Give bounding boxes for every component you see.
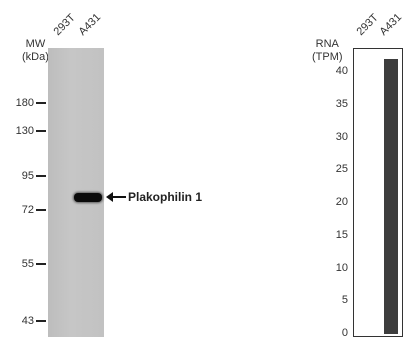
y-tick-label: 0 xyxy=(341,327,348,339)
kda-unit-label: (kDa) xyxy=(22,51,49,63)
marker-130: 130 xyxy=(0,124,46,138)
marker-tick xyxy=(36,263,46,265)
marker-tick xyxy=(36,102,46,104)
rna-bar-a431 xyxy=(384,58,398,334)
arrow-left-icon xyxy=(106,192,126,202)
y-tick-label: 40 xyxy=(335,65,348,77)
y-tick-label: 20 xyxy=(335,196,348,208)
marker-tick xyxy=(36,175,46,177)
marker-tick xyxy=(36,320,46,322)
protein-label: Plakophilin 1 xyxy=(128,190,203,204)
lane-label-a431: A431 xyxy=(76,11,104,38)
rna-category-label-293t: 293T xyxy=(354,11,381,38)
mw-label: MW xyxy=(25,38,46,50)
marker-label: 180 xyxy=(15,97,34,109)
marker-55: 55 xyxy=(0,257,46,271)
marker-180: 180 xyxy=(0,96,46,110)
y-tick-label: 15 xyxy=(335,228,348,241)
mw-axis-title: MW (kDa) xyxy=(22,38,49,64)
marker-72: 72 xyxy=(0,203,46,217)
y-tick-label: 5 xyxy=(341,294,348,307)
rna-axis-title: RNA (TPM) xyxy=(312,38,343,64)
marker-tick xyxy=(36,130,46,132)
marker-label: 130 xyxy=(15,125,34,137)
marker-95: 95 xyxy=(0,169,46,183)
rna-chart-frame xyxy=(353,48,403,337)
rna-category-label-a431: A431 xyxy=(377,11,405,38)
marker-43: 43 xyxy=(0,314,46,328)
rna-label: RNA xyxy=(315,38,339,50)
y-tick-label: 25 xyxy=(335,163,348,176)
tpm-unit-label: (TPM) xyxy=(312,51,343,63)
y-tick-label: 30 xyxy=(335,130,348,143)
y-tick-label: 35 xyxy=(335,97,348,110)
y-tick-label: 10 xyxy=(335,261,348,274)
marker-label: 95 xyxy=(21,170,34,182)
marker-label: 43 xyxy=(21,315,34,327)
plakophilin-band xyxy=(74,193,102,202)
lane-label-293t: 293T xyxy=(51,11,78,38)
blot-membrane xyxy=(48,48,104,337)
marker-label: 55 xyxy=(21,258,34,270)
marker-label: 72 xyxy=(21,204,34,216)
marker-tick xyxy=(36,209,46,211)
